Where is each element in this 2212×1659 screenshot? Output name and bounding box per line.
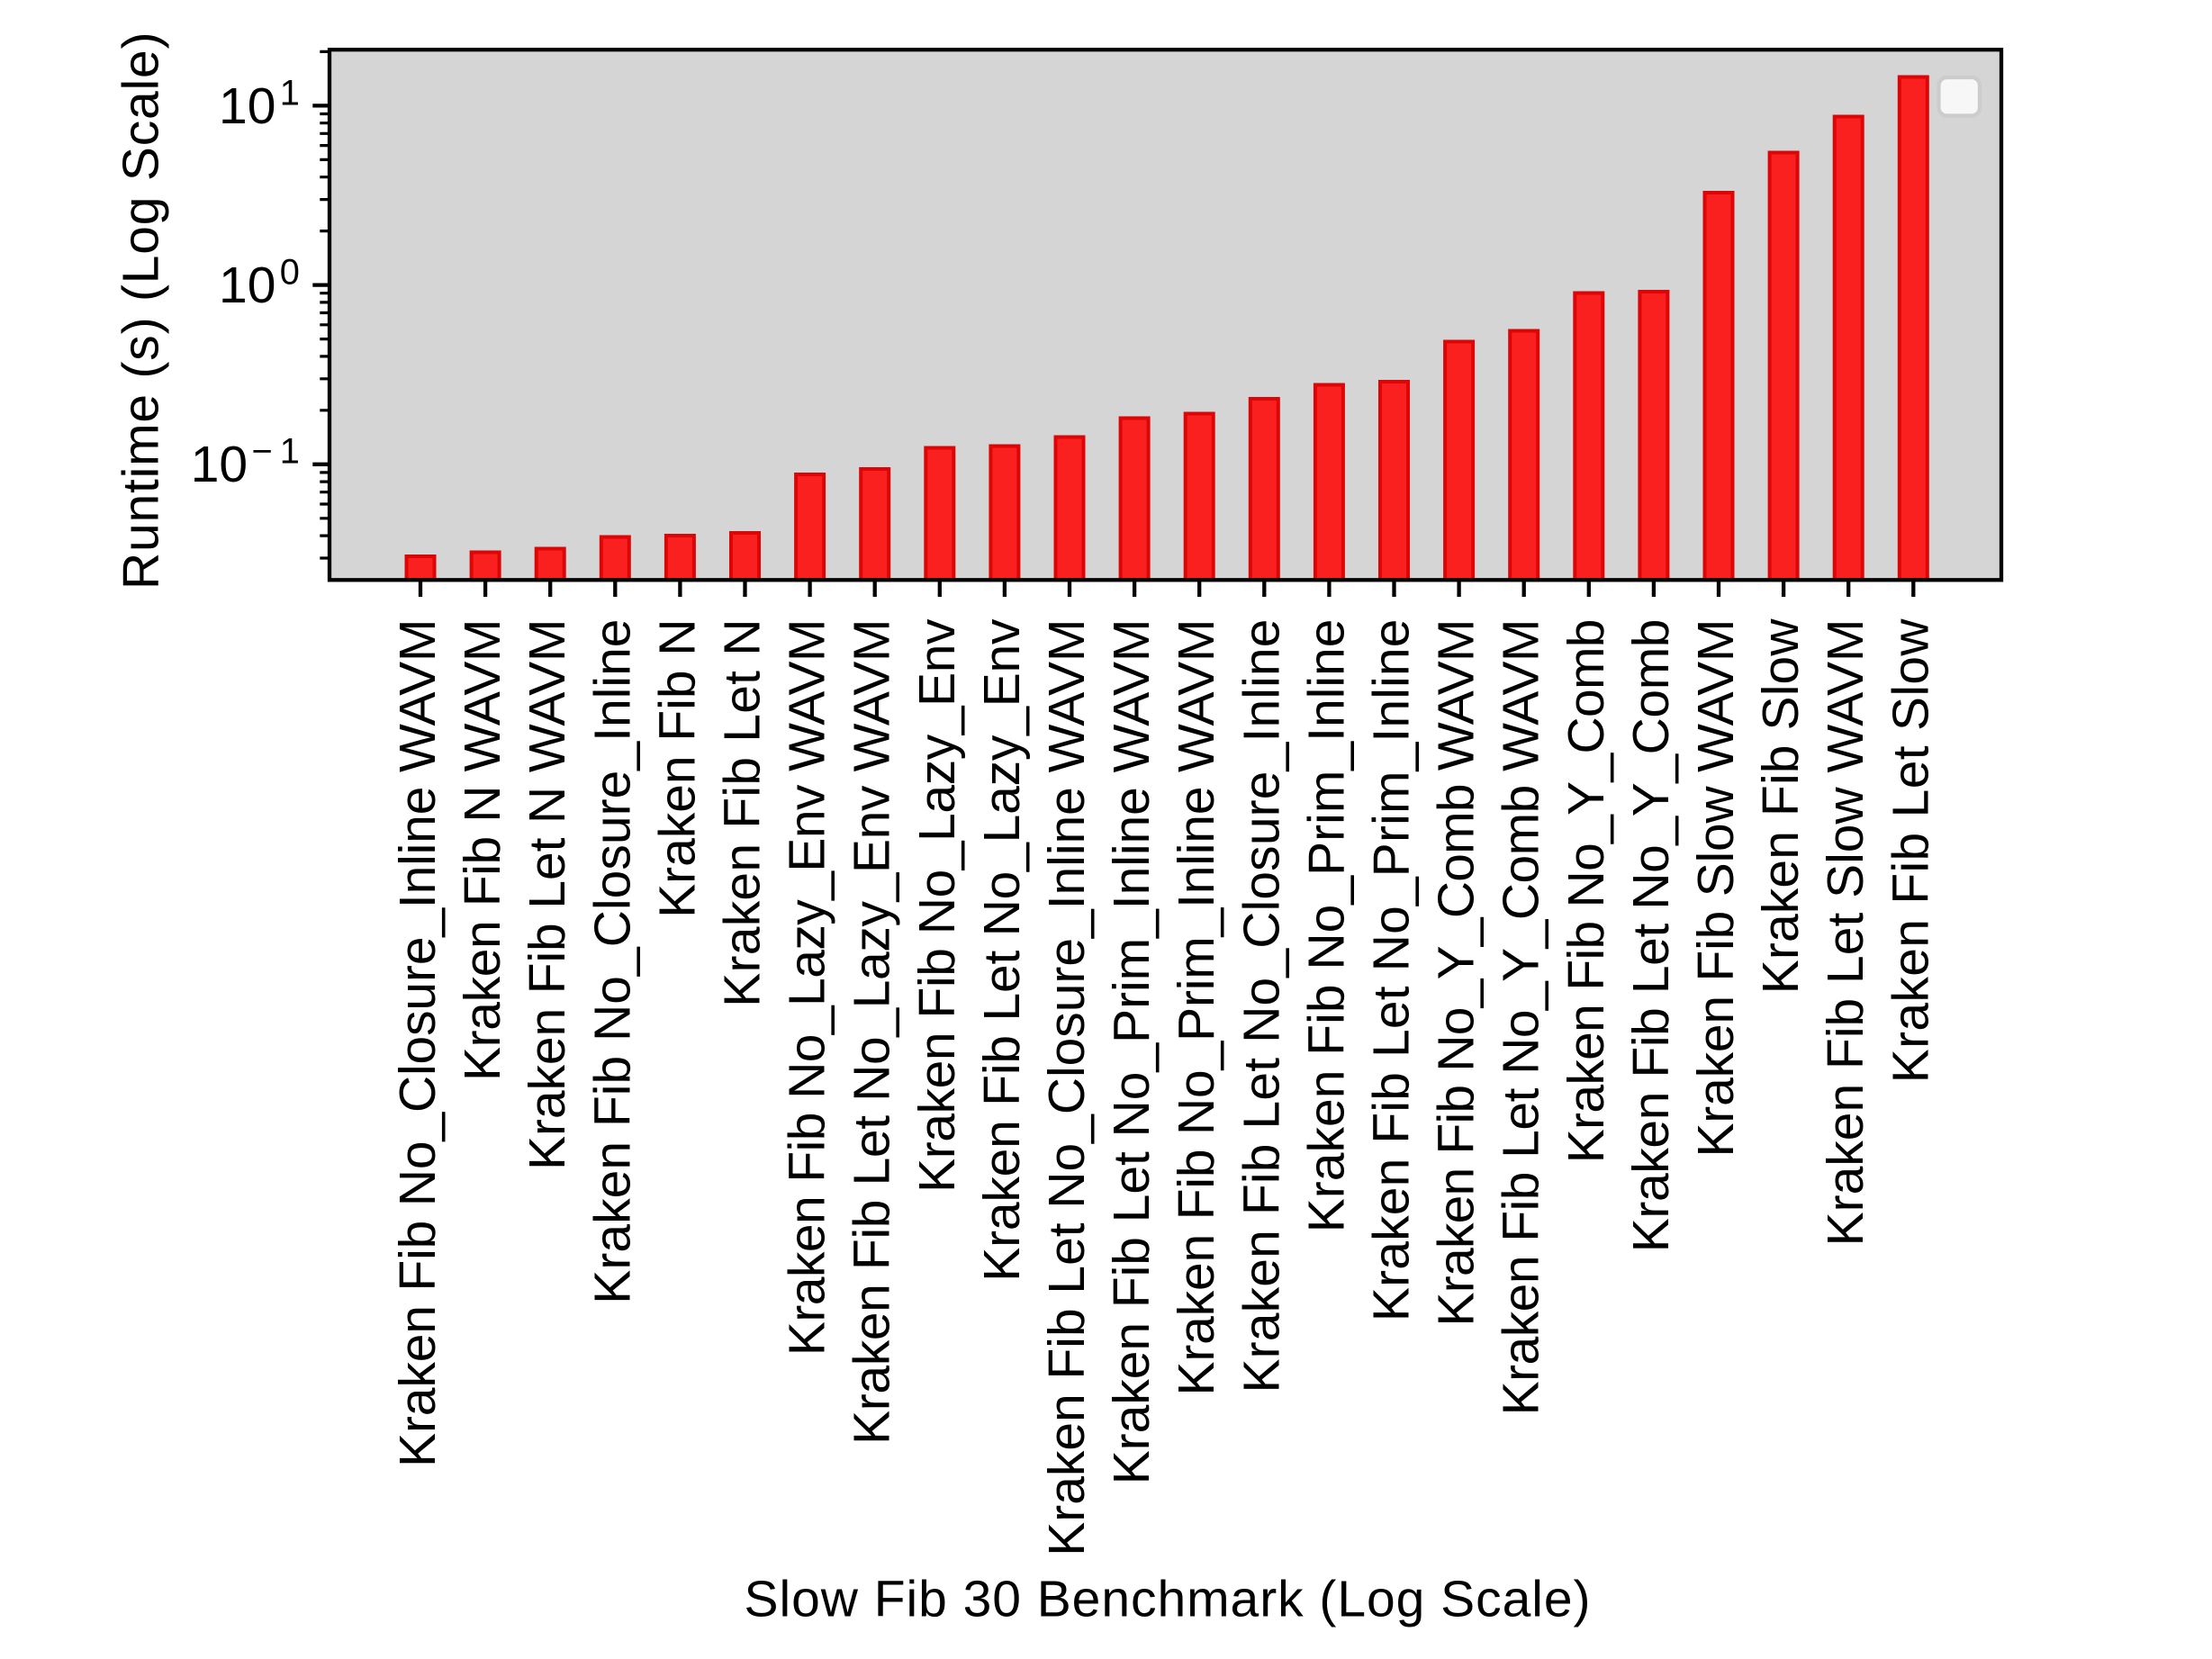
svg-text:Kraken Fib Let Slow: Kraken Fib Let Slow: [1882, 618, 1939, 1084]
svg-text:Slow Fib 30 Benchmark (Log Sca: Slow Fib 30 Benchmark (Log Scale): [745, 1571, 1591, 1628]
svg-text:Kraken Fib No_Prim_Inline: Kraken Fib No_Prim_Inline: [1297, 619, 1355, 1233]
svg-text:10: 10: [191, 436, 248, 493]
svg-text:Kraken Fib Slow WAVM: Kraken Fib Slow WAVM: [1687, 619, 1745, 1158]
svg-text:Kraken Fib Let No_Closure_Inli: Kraken Fib Let No_Closure_Inline WAVM: [1038, 619, 1096, 1556]
svg-text:Kraken Fib No_Closure_Inline W: Kraken Fib No_Closure_Inline WAVM: [389, 619, 447, 1467]
svg-text:Runtime (s) (Log Scale): Runtime (s) (Log Scale): [113, 32, 170, 591]
svg-text:Kraken Fib Let Slow WAVM: Kraken Fib Let Slow WAVM: [1817, 619, 1874, 1247]
svg-text:Kraken Fib No_Closure_Inline: Kraken Fib No_Closure_Inline: [583, 618, 641, 1303]
svg-text:Kraken Fib Slow: Kraken Fib Slow: [1752, 618, 1810, 995]
svg-text:Kraken Fib Let No_Prim_Inline: Kraken Fib Let No_Prim_Inline: [1363, 619, 1421, 1322]
svg-text:Kraken Fib Let No_Closure_Inli: Kraken Fib Let No_Closure_Inline: [1232, 619, 1290, 1393]
svg-text:10: 10: [219, 257, 275, 314]
svg-text:Kraken Fib No_Lazy_Env WAVM: Kraken Fib No_Lazy_Env WAVM: [779, 619, 836, 1357]
svg-text:Kraken Fib Let No_Y_Comb WAVM: Kraken Fib Let No_Y_Comb WAVM: [1493, 619, 1550, 1416]
svg-text:Kraken Fib N: Kraken Fib N: [648, 619, 706, 918]
svg-text:1: 1: [280, 73, 300, 113]
svg-text:0: 0: [280, 253, 300, 293]
svg-text:−: −: [252, 432, 273, 472]
svg-text:1: 1: [280, 432, 300, 472]
svg-text:Kraken Fib No_Y_Comb: Kraken Fib No_Y_Comb: [1557, 619, 1615, 1164]
svg-text:10: 10: [219, 77, 275, 135]
svg-text:Kraken Fib Let N: Kraken Fib Let N: [714, 618, 772, 1006]
svg-text:Kraken Fib Let No_Prim_Inline: Kraken Fib Let No_Prim_Inline WAVM: [1103, 619, 1160, 1485]
svg-text:Kraken Fib Let No_Lazy_Env WAV: Kraken Fib Let No_Lazy_Env WAVM: [844, 619, 901, 1445]
svg-text:Kraken Fib No_Prim_Inline WAVM: Kraken Fib No_Prim_Inline WAVM: [1168, 619, 1225, 1396]
svg-text:Kraken Fib N WAVM: Kraken Fib N WAVM: [454, 619, 511, 1082]
svg-text:Kraken Fib No_Lazy_Env: Kraken Fib No_Lazy_Env: [908, 618, 966, 1193]
svg-text:Kraken Fib Let N WAVM: Kraken Fib Let N WAVM: [519, 619, 576, 1170]
svg-text:Kraken Fib No_Y_Comb WAVM: Kraken Fib No_Y_Comb WAVM: [1428, 619, 1485, 1327]
svg-text:Kraken Fib Let No_Lazy_Env: Kraken Fib Let No_Lazy_Env: [973, 618, 1031, 1282]
svg-text:Kraken Fib Let No_Y_Comb: Kraken Fib Let No_Y_Comb: [1622, 618, 1680, 1252]
